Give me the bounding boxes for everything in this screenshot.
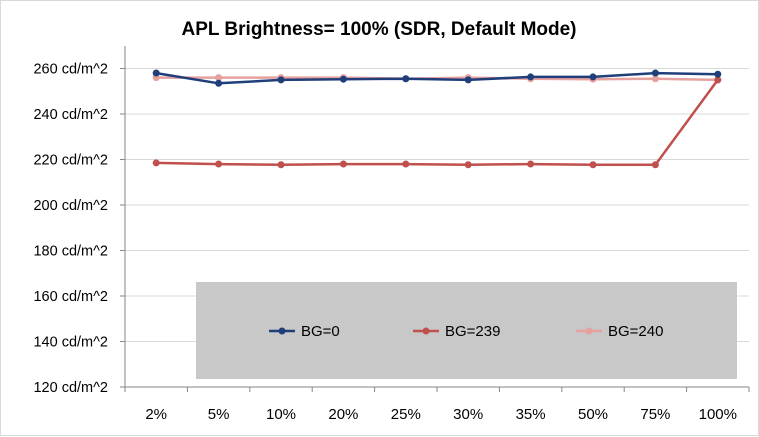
legend-label: BG=0 <box>301 323 340 340</box>
data-point <box>215 79 223 87</box>
data-point <box>339 75 347 83</box>
data-point <box>152 69 160 77</box>
y-tick-label: 140 cd/m^2 <box>33 335 108 351</box>
series-BG=0 <box>152 69 722 87</box>
data-point <box>215 74 223 82</box>
legend-swatch-marker <box>278 327 286 335</box>
data-point <box>215 160 223 168</box>
data-point <box>402 75 410 83</box>
data-point <box>464 161 472 169</box>
x-tick-label: 50% <box>578 406 608 423</box>
series-BG=239 <box>152 76 722 169</box>
data-point <box>527 160 535 168</box>
series-line <box>155 71 718 85</box>
y-tick-label: 260 cd/m^2 <box>33 62 108 78</box>
data-point <box>589 161 597 169</box>
data-point <box>402 160 410 168</box>
y-tick-label: 160 cd/m^2 <box>33 289 108 305</box>
x-tick-label: 35% <box>516 406 546 423</box>
x-tick-label: 10% <box>266 406 296 423</box>
axes: 120 cd/m^2 140 cd/m^2 160 cd/m^2 180 cd/m^2… <box>33 46 750 423</box>
x-tick-label: 20% <box>328 406 358 423</box>
legend-label: BG=239 <box>445 323 500 340</box>
x-tick-label: 75% <box>640 406 670 423</box>
series-line <box>156 79 719 166</box>
y-tick-label: 200 cd/m^2 <box>33 198 108 214</box>
legend: BG=0 BG=239 BG=240 <box>196 282 737 379</box>
data-point <box>714 76 722 84</box>
data-point <box>651 69 659 77</box>
data-point <box>651 75 659 83</box>
data-point <box>464 76 472 84</box>
chart-title: APL Brightness= 100% (SDR, Default Mode) <box>181 19 576 40</box>
data-point <box>589 73 597 81</box>
data-point <box>277 76 285 84</box>
x-tick-label: 5% <box>208 406 230 423</box>
y-tick-label: 120 cd/m^2 <box>33 380 108 396</box>
data-point <box>714 70 722 78</box>
x-tick-label: 30% <box>453 406 483 423</box>
data-point <box>527 73 535 81</box>
data-point <box>277 161 285 169</box>
x-tick-label: 2% <box>145 406 167 423</box>
legend-swatch-marker <box>585 327 593 335</box>
data-point <box>339 160 347 168</box>
series-layer <box>152 69 722 169</box>
x-tick-label: 25% <box>391 406 421 423</box>
data-point <box>651 161 659 169</box>
x-tick-label: 100% <box>699 406 737 423</box>
legend-swatch-marker <box>422 327 430 335</box>
data-point <box>152 159 160 167</box>
y-tick-label: 240 cd/m^2 <box>33 107 108 123</box>
legend-label: BG=240 <box>608 323 663 340</box>
y-tick-label: 220 cd/m^2 <box>33 153 108 169</box>
y-tick-label: 180 cd/m^2 <box>33 244 108 260</box>
